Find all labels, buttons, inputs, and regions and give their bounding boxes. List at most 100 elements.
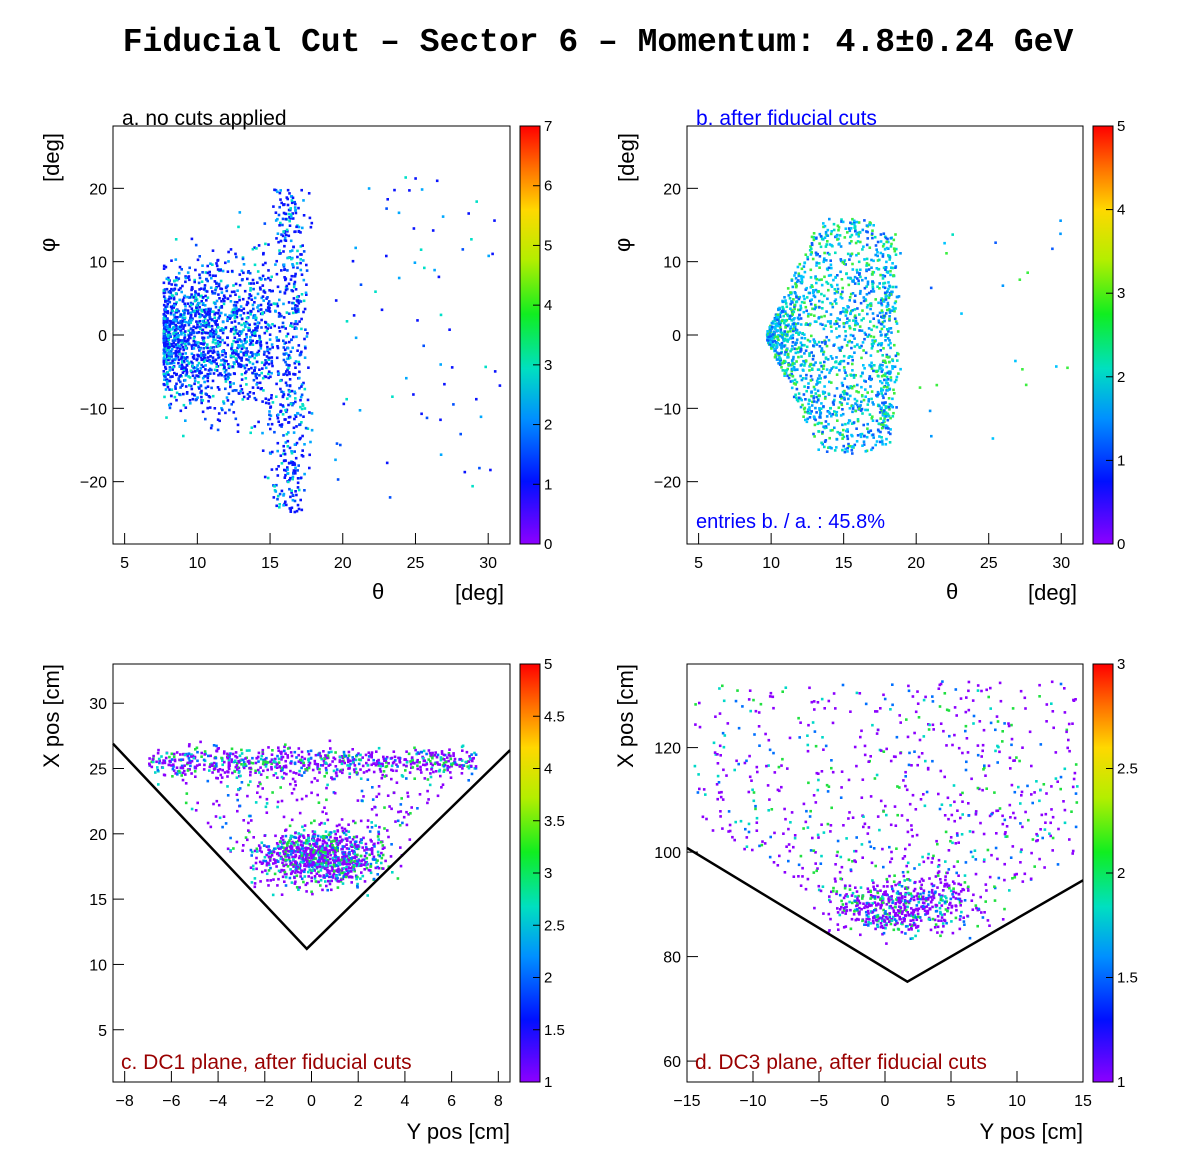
- bin: [375, 861, 378, 864]
- bin: [199, 327, 202, 331]
- bin: [794, 282, 798, 285]
- bin: [348, 857, 352, 860]
- bin: [295, 225, 298, 229]
- bin: [257, 353, 260, 356]
- bin: [255, 354, 258, 357]
- bin: [881, 277, 885, 280]
- bin: [227, 363, 230, 366]
- bin: [878, 367, 881, 370]
- bin: [273, 485, 276, 488]
- bin: [326, 858, 330, 862]
- bin: [774, 327, 777, 330]
- bin: [855, 268, 859, 272]
- bin: [807, 402, 810, 406]
- bin: [196, 310, 199, 314]
- bin: [833, 300, 837, 303]
- bin: [291, 289, 295, 293]
- bin: [336, 829, 339, 832]
- bin: [835, 446, 838, 449]
- bin: [802, 415, 805, 418]
- bin: [223, 370, 227, 374]
- bin: [797, 272, 801, 275]
- bin: [859, 404, 862, 407]
- bin: [228, 314, 231, 317]
- bin: [859, 268, 862, 272]
- bin: [313, 842, 317, 846]
- bin: [800, 355, 803, 358]
- bin: [206, 343, 209, 346]
- bin: [295, 509, 299, 513]
- bin: [230, 348, 234, 352]
- bin: [869, 307, 872, 311]
- bin: [377, 758, 380, 762]
- bin: [781, 369, 785, 372]
- bin: [861, 309, 864, 312]
- bin: [791, 344, 794, 348]
- bin: [839, 311, 843, 314]
- bin: [285, 432, 289, 436]
- bin: [860, 329, 864, 332]
- bin: [804, 253, 808, 256]
- bin: [260, 850, 263, 854]
- bin: [357, 752, 360, 755]
- bin: [285, 863, 288, 866]
- bin: [318, 823, 321, 826]
- bin: [305, 890, 308, 893]
- bin: [253, 425, 257, 428]
- bin: [372, 758, 375, 762]
- bin: [303, 824, 307, 827]
- bin: [184, 320, 188, 324]
- bin: [233, 389, 236, 392]
- bin: [849, 445, 852, 448]
- bin: [272, 205, 275, 208]
- bin: [789, 329, 792, 333]
- bin: [196, 344, 200, 348]
- bin: [820, 237, 824, 241]
- bin: [769, 341, 772, 344]
- bin: [282, 390, 285, 394]
- bin: [879, 299, 883, 302]
- bin: [232, 351, 236, 355]
- bin: [292, 849, 295, 852]
- bin: [267, 302, 270, 305]
- bin: [790, 369, 794, 373]
- bin: [238, 298, 241, 302]
- bin: [169, 350, 173, 353]
- bin: [370, 850, 374, 854]
- bin: [812, 294, 816, 297]
- bin: [370, 763, 373, 767]
- bin: [364, 861, 367, 864]
- bin: [271, 289, 274, 293]
- bin: [446, 756, 449, 759]
- bin: [894, 307, 897, 310]
- bin: [202, 336, 206, 340]
- bin: [199, 342, 203, 345]
- bin: [352, 835, 356, 839]
- bin: [281, 861, 284, 865]
- bin: [253, 356, 256, 360]
- bin: [864, 450, 868, 453]
- bin: [291, 264, 295, 268]
- bin: [791, 341, 795, 344]
- bin: [812, 397, 815, 400]
- bin: [419, 248, 423, 251]
- bin: [224, 373, 228, 377]
- bin: [301, 404, 305, 407]
- bin: [227, 366, 231, 370]
- bin: [833, 288, 837, 291]
- bin: [227, 250, 230, 254]
- bin: [289, 842, 293, 845]
- bin: [209, 372, 212, 375]
- bin: [174, 345, 178, 348]
- bin: [189, 331, 192, 335]
- bin: [291, 307, 294, 310]
- bin: [302, 849, 305, 853]
- bin: [808, 352, 811, 355]
- bin: [165, 416, 168, 419]
- bin: [434, 751, 437, 754]
- bin: [345, 855, 348, 858]
- bin: [808, 323, 811, 327]
- bin: [206, 296, 210, 299]
- bin: [448, 748, 451, 751]
- bin: [165, 378, 168, 382]
